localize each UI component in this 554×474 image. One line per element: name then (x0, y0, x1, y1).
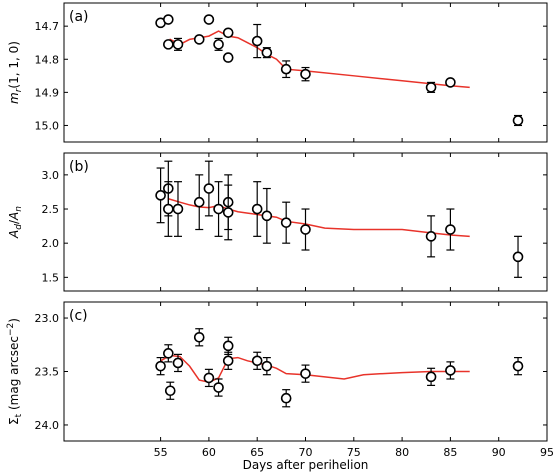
y-tick-label: 14.8 (35, 53, 60, 66)
data-point (193, 34, 205, 45)
data-point (512, 115, 524, 126)
x-tick-label: 75 (347, 446, 361, 459)
data-point (300, 224, 311, 235)
panel-a: 14.7 14.8 14.9 15.0 (a) (35, 2, 548, 143)
data-point (261, 47, 273, 58)
x-tick-label: 95 (540, 446, 554, 459)
data-point (222, 340, 234, 352)
data-point (445, 365, 456, 376)
data-point (213, 382, 224, 393)
data-point (222, 207, 234, 218)
y-tick-label: 14.9 (35, 86, 60, 99)
data-point (172, 357, 184, 369)
x-tick-label: 65 (250, 446, 264, 459)
y-tick-label: 2.5 (42, 203, 60, 216)
data-point (261, 360, 273, 372)
y-tick-label: 15.0 (35, 119, 60, 132)
data-point (222, 355, 234, 367)
panel-tag: (a) (69, 9, 89, 25)
data-point (203, 183, 215, 194)
panel-c: 55 60 65 70 75 80 85 90 95 23.0 23.5 24.0 (c) (35, 301, 554, 459)
data-point (425, 231, 437, 242)
y-axis-label: mr(1, 1, 0) (7, 41, 24, 104)
data-point (300, 68, 311, 80)
data-point (193, 331, 205, 343)
data-point (172, 203, 184, 215)
data-point (163, 39, 174, 50)
y-tick-label: 24.0 (35, 419, 60, 432)
x-tick-label: 70 (299, 446, 313, 459)
data-point (172, 39, 184, 50)
data-point (425, 371, 437, 383)
y-tick-label: 23.5 (35, 366, 60, 379)
plot-frame (63, 152, 548, 292)
data-point (213, 39, 224, 50)
plot-frame (63, 2, 548, 143)
data-point (445, 224, 456, 235)
data-point (300, 368, 311, 379)
y-axis-label: Ad/An (7, 206, 24, 239)
y-tick-label: 14.7 (35, 20, 60, 33)
data-point (280, 63, 292, 75)
data-point (280, 217, 292, 228)
y-tick-label: 23.0 (35, 312, 60, 325)
y-tick-label: 1.5 (42, 271, 60, 284)
data-point (193, 196, 205, 208)
data-point (251, 35, 263, 47)
x-tick-label: 80 (395, 446, 409, 459)
data-point (164, 385, 176, 397)
x-tick-label: 90 (492, 446, 506, 459)
data-point (280, 392, 292, 404)
y-tick-label: 3.0 (42, 169, 60, 182)
data-point (203, 372, 215, 384)
panel-b: 1.5 2.0 2.5 3.0 (b) (42, 152, 548, 292)
data-point (512, 251, 524, 263)
data-point (163, 348, 174, 359)
panel-tag: (c) (69, 308, 88, 324)
data-point (213, 203, 224, 215)
x-tick-label: 85 (443, 446, 457, 459)
y-axis-label: Σt (mag arcsec−2) (6, 318, 24, 425)
data-point (425, 82, 437, 93)
data-point (163, 203, 174, 215)
data-point (155, 190, 166, 201)
x-axis-label: Days after perihelion (243, 458, 369, 472)
data-point (222, 27, 234, 39)
data-point (445, 77, 456, 88)
plot-frame (63, 301, 548, 442)
x-tick-label: 60 (202, 446, 216, 459)
model-curve (167, 30, 470, 89)
data-point (155, 360, 166, 372)
data-point (251, 203, 263, 215)
data-point (261, 210, 273, 222)
data-point (251, 355, 263, 367)
data-point (163, 14, 174, 25)
data-point (222, 52, 234, 63)
data-point (203, 14, 215, 25)
y-tick-label: 2.0 (42, 237, 60, 250)
data-point (512, 360, 524, 372)
model-curve (168, 198, 470, 238)
panel-tag: (b) (69, 159, 89, 175)
x-tick-label: 55 (154, 446, 168, 459)
